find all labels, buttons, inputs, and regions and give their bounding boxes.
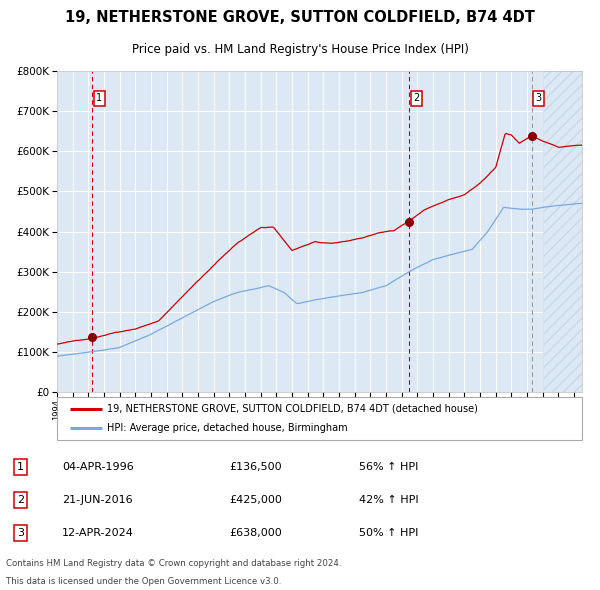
Text: 12-APR-2024: 12-APR-2024 [62, 528, 134, 538]
Text: Contains HM Land Registry data © Crown copyright and database right 2024.: Contains HM Land Registry data © Crown c… [6, 559, 341, 568]
Text: £425,000: £425,000 [229, 495, 283, 505]
Text: 1: 1 [17, 462, 24, 472]
Text: 3: 3 [535, 93, 542, 103]
FancyBboxPatch shape [57, 397, 582, 440]
Text: Price paid vs. HM Land Registry's House Price Index (HPI): Price paid vs. HM Land Registry's House … [131, 43, 469, 56]
Polygon shape [543, 71, 582, 392]
Text: 2: 2 [413, 93, 419, 103]
Text: £638,000: £638,000 [229, 528, 282, 538]
Text: £136,500: £136,500 [229, 462, 282, 472]
Text: 50% ↑ HPI: 50% ↑ HPI [359, 528, 418, 538]
Text: 2: 2 [17, 495, 24, 505]
Text: 19, NETHERSTONE GROVE, SUTTON COLDFIELD, B74 4DT: 19, NETHERSTONE GROVE, SUTTON COLDFIELD,… [65, 10, 535, 25]
Text: This data is licensed under the Open Government Licence v3.0.: This data is licensed under the Open Gov… [6, 576, 281, 586]
Text: HPI: Average price, detached house, Birmingham: HPI: Average price, detached house, Birm… [107, 423, 347, 433]
Text: 19, NETHERSTONE GROVE, SUTTON COLDFIELD, B74 4DT (detached house): 19, NETHERSTONE GROVE, SUTTON COLDFIELD,… [107, 404, 478, 414]
Text: 21-JUN-2016: 21-JUN-2016 [62, 495, 133, 505]
Text: 04-APR-1996: 04-APR-1996 [62, 462, 134, 472]
Text: 56% ↑ HPI: 56% ↑ HPI [359, 462, 418, 472]
Text: 1: 1 [97, 93, 103, 103]
Text: 3: 3 [17, 528, 24, 538]
Text: 42% ↑ HPI: 42% ↑ HPI [359, 495, 418, 505]
